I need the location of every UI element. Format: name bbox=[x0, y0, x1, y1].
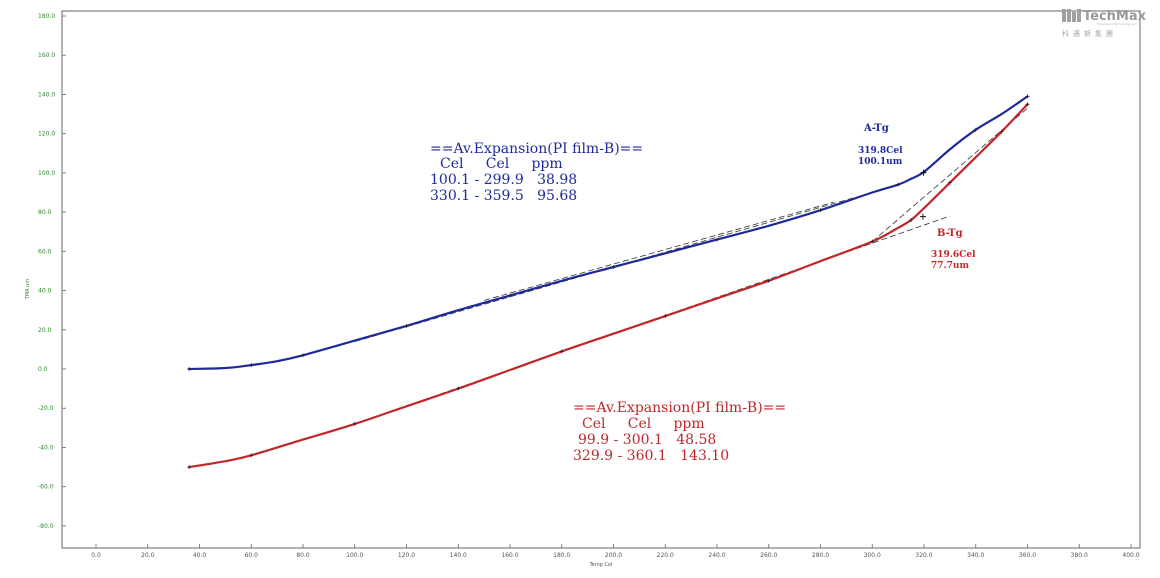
series-point-a bbox=[611, 265, 616, 270]
series-point-a bbox=[922, 169, 926, 174]
x-tick-label: 140.0 bbox=[450, 552, 467, 559]
x-tick-label: 40.0 bbox=[193, 552, 207, 559]
series-point-a bbox=[301, 353, 305, 358]
series-layer bbox=[187, 94, 1030, 470]
a-tg-temp: 319.8Cel bbox=[858, 146, 903, 156]
series-point-a bbox=[715, 237, 719, 242]
a-tg-label: A-Tg 319.8Cel 100.1um bbox=[858, 123, 903, 167]
x-tick-label: 260.0 bbox=[760, 552, 777, 559]
y-tick-label: 80.0 bbox=[38, 209, 52, 216]
tg-marker-a bbox=[920, 169, 927, 176]
y-tick-label: -60.0 bbox=[38, 484, 54, 491]
series-line-a bbox=[188, 95, 1029, 371]
y-tick-label: -20.0 bbox=[38, 405, 54, 412]
series-point-b bbox=[909, 217, 914, 222]
red-annotation-row-2: 329.9 - 360.1 143.10 bbox=[573, 448, 729, 464]
tg-marker-b bbox=[919, 213, 926, 220]
techmax-logo-tagline: Excellence Technology Ltd. bbox=[1097, 22, 1137, 26]
series-point-b bbox=[999, 129, 1004, 134]
y-tick-label: 120.0 bbox=[38, 131, 55, 138]
blue-annotation-header: Cel Cel ppm bbox=[440, 156, 563, 172]
y-axis-ticks: 180.0 160.0 140.0 120.0 100.0 80.0 60.0 40.0 20.… bbox=[38, 13, 66, 530]
series-line-b bbox=[188, 103, 1029, 469]
y-tick-label: 140.0 bbox=[38, 91, 55, 98]
a-tg-value: 100.1um bbox=[858, 157, 903, 167]
series-point-a bbox=[973, 127, 978, 132]
red-annotation-row-1: 99.9 - 300.1 48.58 bbox=[578, 432, 716, 448]
b-tg-temp: 319.6Cel bbox=[931, 250, 976, 260]
plot-frame bbox=[61, 10, 1141, 549]
blue-annotation-title: ==Av.Expansion(PI film-B)== bbox=[430, 141, 643, 157]
b-tg-value: 77.7um bbox=[931, 261, 969, 271]
tg-markers bbox=[919, 169, 927, 220]
y-tick-label: 20.0 bbox=[38, 327, 52, 334]
x-tick-label: 380.0 bbox=[1071, 552, 1088, 559]
series-point-a bbox=[508, 293, 512, 298]
series-point-a bbox=[404, 323, 409, 328]
x-tick-label: 360.0 bbox=[1019, 552, 1036, 559]
red-annotation-header: Cel Cel ppm bbox=[582, 416, 705, 432]
x-tick-label: 20.0 bbox=[141, 552, 155, 559]
x-tick-label: 220.0 bbox=[657, 552, 674, 559]
y-tick-label: 40.0 bbox=[38, 288, 52, 295]
x-tick-label: 340.0 bbox=[967, 552, 984, 559]
series-point-a bbox=[249, 363, 254, 368]
series-point-b bbox=[870, 239, 875, 244]
series-point-b bbox=[187, 465, 192, 470]
series-point-b bbox=[352, 421, 357, 426]
series-point-b bbox=[947, 180, 952, 185]
b-tg-title: B-Tg bbox=[937, 228, 963, 239]
a-tg-title: A-Tg bbox=[863, 123, 889, 134]
series-point-b bbox=[766, 278, 771, 283]
y-tick-label: 100.0 bbox=[38, 170, 55, 177]
red-annotation: ==Av.Expansion(PI film-B)== Cel Cel ppm … bbox=[573, 400, 786, 464]
y-tick-label: 0.0 bbox=[38, 366, 48, 373]
y-tick-label: 60.0 bbox=[38, 248, 52, 255]
series-point-b bbox=[663, 314, 668, 319]
techmax-logo: TechMax Excellence Technology Ltd. 科邁斯集團 bbox=[1062, 9, 1147, 38]
series-point-a bbox=[1025, 94, 1030, 99]
x-tick-label: 240.0 bbox=[708, 552, 725, 559]
blue-annotation-row-2: 330.1 - 359.5 95.68 bbox=[430, 188, 577, 204]
blue-annotation-row-1: 100.1 - 299.9 38.98 bbox=[430, 172, 577, 188]
y-axis-title: TMA um bbox=[25, 279, 31, 301]
x-tick-label: 0.0 bbox=[91, 552, 101, 559]
x-tick-label: 320.0 bbox=[915, 552, 932, 559]
x-tick-label: 200.0 bbox=[605, 552, 622, 559]
y-tick-label: 180.0 bbox=[38, 13, 55, 20]
y-tick-label: -40.0 bbox=[38, 444, 54, 451]
series-point-a bbox=[818, 208, 823, 213]
x-axis-title: Temp Cel bbox=[589, 562, 613, 568]
fit-line-a bbox=[484, 201, 834, 301]
x-tick-label: 120.0 bbox=[398, 552, 415, 559]
x-tick-label: 180.0 bbox=[553, 552, 570, 559]
b-tg-label: B-Tg 319.6Cel 77.7um bbox=[931, 228, 976, 271]
x-tick-label: 100.0 bbox=[346, 552, 363, 559]
y-tick-label: 160.0 bbox=[38, 52, 55, 59]
x-tick-label: 300.0 bbox=[864, 552, 881, 559]
x-tick-label: 400.0 bbox=[1122, 552, 1139, 559]
red-annotation-title: ==Av.Expansion(PI film-B)== bbox=[573, 400, 786, 416]
series-point-b bbox=[456, 386, 461, 391]
x-tick-label: 80.0 bbox=[296, 552, 310, 559]
series-point-b bbox=[249, 453, 254, 458]
series-point-a bbox=[896, 182, 901, 187]
x-tick-label: 60.0 bbox=[245, 552, 259, 559]
series-point-b bbox=[1025, 102, 1030, 107]
x-axis-ticks: 0.0 20.0 40.0 60.0 80.0 100.0 120.0 140.0 160.0 1… bbox=[91, 544, 1140, 559]
techmax-logo-icon bbox=[1062, 9, 1081, 22]
techmax-logo-chinese: 科邁斯集團 bbox=[1062, 29, 1117, 38]
techmax-logo-name: TechMax bbox=[1083, 9, 1147, 24]
y-tick-label: -80.0 bbox=[38, 523, 54, 530]
x-tick-label: 160.0 bbox=[501, 552, 518, 559]
fit-line-b bbox=[871, 107, 1028, 242]
series-point-b bbox=[559, 349, 564, 354]
x-tick-label: 280.0 bbox=[812, 552, 829, 559]
blue-annotation: ==Av.Expansion(PI film-B)== Cel Cel ppm … bbox=[430, 141, 643, 204]
series-point-a bbox=[187, 367, 192, 371]
